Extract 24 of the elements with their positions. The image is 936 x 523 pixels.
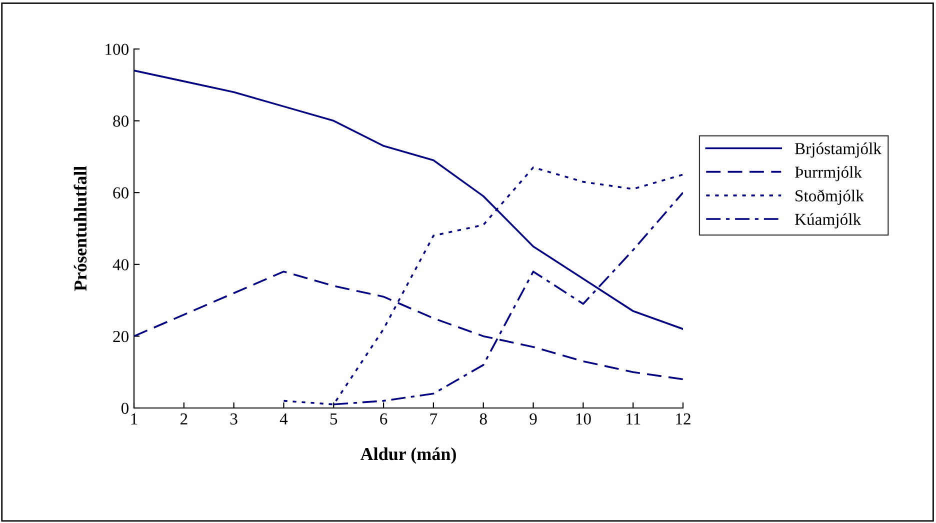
x-tick-label: 3	[230, 413, 238, 425]
x-axis-title: Aldur (mán)	[360, 447, 456, 464]
x-tick-label: 11	[626, 413, 640, 424]
y-tick-label: 20	[113, 330, 129, 342]
x-tick-label: 7	[430, 414, 438, 424]
legend-label: Brjóstamjólk	[794, 142, 882, 158]
x-tick-label: 2	[180, 413, 188, 424]
y-tick-label: 60	[113, 187, 129, 199]
x-tick-label: 8	[480, 413, 487, 425]
x-tick-label: 5	[330, 414, 338, 425]
y-axis-title: Prósentuhlutfall	[74, 166, 87, 291]
x-tick-label: 10	[576, 413, 591, 425]
y-tick-label: 0	[121, 402, 129, 414]
x-tick-label: 1	[131, 413, 138, 424]
x-tick-label: 12	[676, 413, 690, 424]
y-tick-label: 80	[113, 116, 129, 127]
x-tick-label: 6	[380, 413, 388, 425]
legend-label: Stoðmjólk	[796, 190, 864, 205]
x-tick-label: 4	[280, 413, 288, 424]
y-tick-label: 40	[112, 259, 129, 270]
x-tick-label: 9	[530, 413, 537, 425]
y-tick-label: 100	[106, 44, 129, 55]
legend-label: Kúamjólk	[794, 213, 862, 228]
legend-label: Þurrmjólk	[795, 166, 862, 182]
